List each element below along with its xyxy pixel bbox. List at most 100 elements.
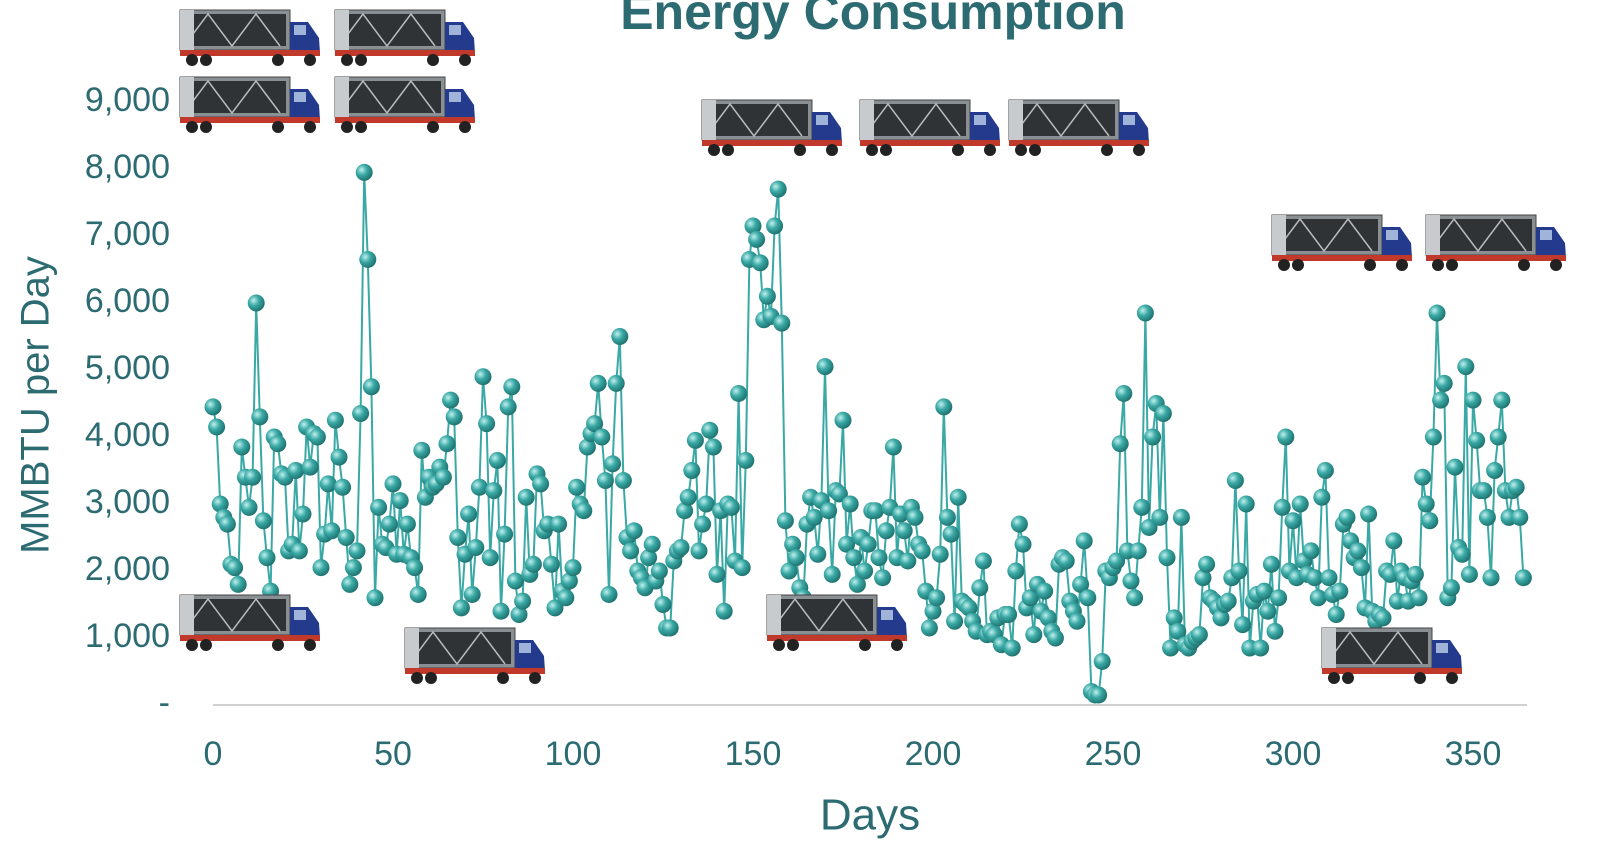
data-point — [463, 585, 481, 603]
data-point — [550, 515, 568, 533]
data-point — [254, 512, 272, 530]
data-point — [1457, 358, 1475, 376]
data-point — [722, 498, 740, 516]
data-point — [1360, 505, 1378, 523]
data-point — [384, 475, 402, 493]
data-point — [1198, 555, 1216, 573]
data-point — [1453, 545, 1471, 563]
data-point — [499, 398, 517, 416]
data-point — [1252, 639, 1270, 657]
data-point — [1226, 472, 1244, 490]
data-point — [661, 619, 679, 637]
data-point — [474, 368, 492, 386]
data-point — [830, 485, 848, 503]
data-point — [809, 545, 827, 563]
data-point — [1129, 542, 1147, 560]
data-point — [593, 428, 611, 446]
data-point — [247, 294, 265, 312]
truck-image — [179, 76, 321, 134]
data-point — [575, 502, 593, 520]
data-point — [701, 421, 719, 439]
truck-image — [859, 99, 1001, 157]
data-point — [557, 589, 575, 607]
data-point — [733, 559, 751, 577]
y-tick-label: 6,000 — [85, 282, 170, 320]
y-tick-label: 1,000 — [85, 617, 170, 655]
data-point — [748, 230, 766, 248]
data-point — [1417, 495, 1435, 513]
data-point — [1194, 569, 1212, 587]
data-point — [467, 539, 485, 557]
data-point — [780, 562, 798, 580]
data-point — [1273, 498, 1291, 516]
data-point — [503, 378, 521, 396]
data-point — [445, 408, 463, 426]
data-point — [1057, 552, 1075, 570]
data-point — [600, 585, 618, 603]
data-point — [784, 535, 802, 553]
truck-image — [701, 99, 843, 157]
data-point — [924, 602, 942, 620]
data-point — [409, 585, 427, 603]
data-point — [1478, 508, 1496, 526]
data-point — [899, 552, 917, 570]
data-point — [841, 495, 859, 513]
data-point — [1421, 512, 1439, 530]
data-point — [1014, 535, 1032, 553]
data-point — [686, 431, 704, 449]
truck-image — [179, 594, 321, 652]
data-point — [514, 592, 532, 610]
data-point — [1428, 304, 1446, 322]
data-point — [1316, 462, 1334, 479]
x-tick-label: 0 — [204, 735, 223, 773]
data-point — [1039, 609, 1057, 627]
data-point — [676, 502, 694, 520]
data-point — [690, 542, 708, 560]
data-point — [226, 559, 244, 577]
data-point — [1140, 518, 1158, 536]
data-point — [362, 378, 380, 396]
truck-image — [404, 627, 546, 685]
data-point — [625, 522, 643, 540]
data-point — [542, 555, 560, 573]
data-point — [510, 606, 528, 624]
data-point — [470, 478, 488, 496]
data-point — [366, 589, 384, 607]
data-point — [496, 525, 514, 543]
data-point — [1410, 589, 1428, 607]
data-point — [856, 562, 874, 580]
truck-image — [334, 9, 476, 67]
data-point — [683, 462, 701, 479]
data-point — [960, 599, 978, 617]
data-point — [1493, 391, 1511, 409]
data-point — [1003, 639, 1021, 657]
x-tick-label: 250 — [1085, 735, 1142, 773]
truck-image — [179, 9, 321, 67]
data-point — [773, 314, 791, 332]
data-point — [895, 522, 913, 540]
data-point — [532, 475, 550, 493]
x-tick-label: 200 — [905, 735, 962, 773]
data-point — [564, 559, 582, 577]
data-point — [787, 549, 805, 567]
data-point — [614, 472, 632, 490]
data-point — [1068, 612, 1086, 630]
data-point — [391, 492, 409, 510]
data-point — [294, 505, 312, 523]
data-point — [1036, 582, 1054, 600]
data-point — [758, 287, 776, 305]
data-point — [211, 495, 229, 513]
data-point — [326, 411, 344, 429]
data-point — [884, 438, 902, 456]
data-point — [1284, 512, 1302, 530]
data-point — [1234, 616, 1252, 634]
data-point — [820, 502, 838, 520]
data-point — [704, 438, 722, 456]
data-point — [233, 438, 251, 456]
data-point — [488, 451, 506, 469]
data-point — [823, 565, 841, 583]
data-point — [611, 328, 629, 345]
data-point — [1277, 428, 1295, 446]
data-point — [1331, 582, 1349, 600]
